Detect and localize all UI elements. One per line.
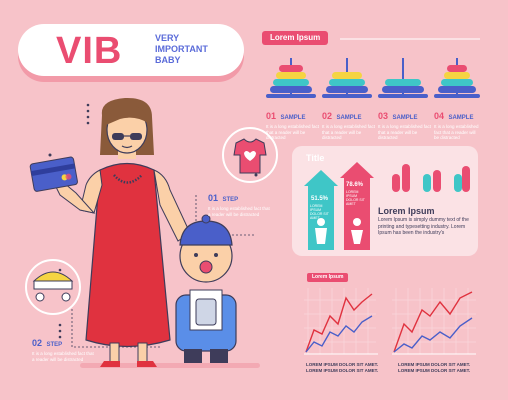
step-label: STEP <box>222 197 239 203</box>
sample-number: 01 <box>266 111 277 121</box>
step-item: 01 STEP It is a long established fact th… <box>208 188 270 217</box>
caption-line: LOREM IPSUM DOLOR SIT AMET. <box>398 362 471 367</box>
panel-graphics <box>304 162 470 250</box>
sample-desc: It is a long established fact that a rea… <box>322 124 376 140</box>
sample-number: 04 <box>434 111 445 121</box>
lorem-tag: Lorem Ipsum <box>262 31 329 45</box>
page-subtitle: VERY IMPORTANT BABY <box>155 33 208 66</box>
step-label: STEP <box>46 342 63 348</box>
stacking-toy-1-icon <box>266 58 316 98</box>
female-arrow-bar <box>340 162 374 250</box>
sample-desc: It is a long established fact that a rea… <box>434 124 479 140</box>
graph-1-line-red <box>305 293 373 353</box>
panel-title: Title <box>306 153 325 163</box>
sample-number: 03 <box>378 111 389 121</box>
caption-line: LOREM IPSUM DOLOR SIT AMET. <box>398 368 471 373</box>
male-arrow-bar <box>304 170 338 250</box>
line-graphs <box>304 288 476 355</box>
graph-1-caption: LOREM IPSUM DOLOR SIT AMET. LOREM IPSUM … <box>306 362 378 374</box>
graph-2-line-blue <box>393 317 473 353</box>
tag-line <box>340 38 480 40</box>
sample-number: 02 <box>322 111 333 121</box>
subtitle-line: IMPORTANT <box>155 44 208 54</box>
subtitle-line: VERY <box>155 33 180 43</box>
stacking-toy-3-icon <box>378 58 428 98</box>
graph-tag: Lorem Ipsum <box>307 273 349 282</box>
panel-heading: Lorem Ipsum <box>378 206 435 216</box>
sample-desc: It is a long established fact that a rea… <box>378 124 432 140</box>
sample-label: SAMPLE <box>448 115 474 121</box>
step-number: 01 <box>208 193 219 203</box>
stacking-rings-row <box>266 58 480 98</box>
sample-item: 02 SAMPLE It is a long established fact … <box>322 106 380 141</box>
panel-text: Lorem Ipsum is simply dummy text of the … <box>378 217 469 236</box>
page-title: VIB <box>56 30 123 72</box>
graph-1-line-blue <box>305 315 373 353</box>
caption-line: LOREM IPSUM DOLOR SIT AMET. <box>306 368 379 373</box>
sample-item: 04 SAMPLE It is a long established fact … <box>434 106 480 141</box>
graph-2-line-red <box>393 291 473 353</box>
step-desc: It is a long established fact that a rea… <box>32 351 94 362</box>
subtitle-line: BABY <box>155 55 181 65</box>
step-desc: It is a long established fact that a rea… <box>208 206 270 217</box>
sample-label: SAMPLE <box>280 115 306 121</box>
sample-item: 01 SAMPLE It is a long established fact … <box>266 106 324 141</box>
sample-item: 03 SAMPLE It is a long established fact … <box>378 106 436 141</box>
step-item: 02 STEP It is a long established fact th… <box>32 333 94 362</box>
stacking-toy-4-icon <box>434 58 480 98</box>
female-percentage: 78.6% <box>346 182 364 188</box>
male-caption: LOREM IPSUM DOLOR SIT AMET <box>310 204 329 220</box>
stacking-toy-2-icon <box>322 58 372 98</box>
sample-label: SAMPLE <box>336 115 362 121</box>
sample-label: SAMPLE <box>392 115 418 121</box>
credit-card-icon <box>29 156 78 192</box>
sample-desc: It is a long established fact that a rea… <box>266 124 320 140</box>
stroller-icon <box>25 259 81 315</box>
male-percentage: 51.5% <box>311 196 329 202</box>
step-number: 02 <box>32 338 43 348</box>
title-card <box>18 24 244 76</box>
graph-2-caption: LOREM IPSUM DOLOR SIT AMET. LOREM IPSUM … <box>398 362 470 374</box>
caption-line: LOREM IPSUM DOLOR SIT AMET. <box>306 362 379 367</box>
onesie-icon <box>222 127 278 183</box>
mini-bar-chart <box>392 164 470 192</box>
mother-and-baby-illustration <box>25 97 278 368</box>
female-caption: LOREM IPSUM DOLOR SIT AMET <box>346 190 365 206</box>
